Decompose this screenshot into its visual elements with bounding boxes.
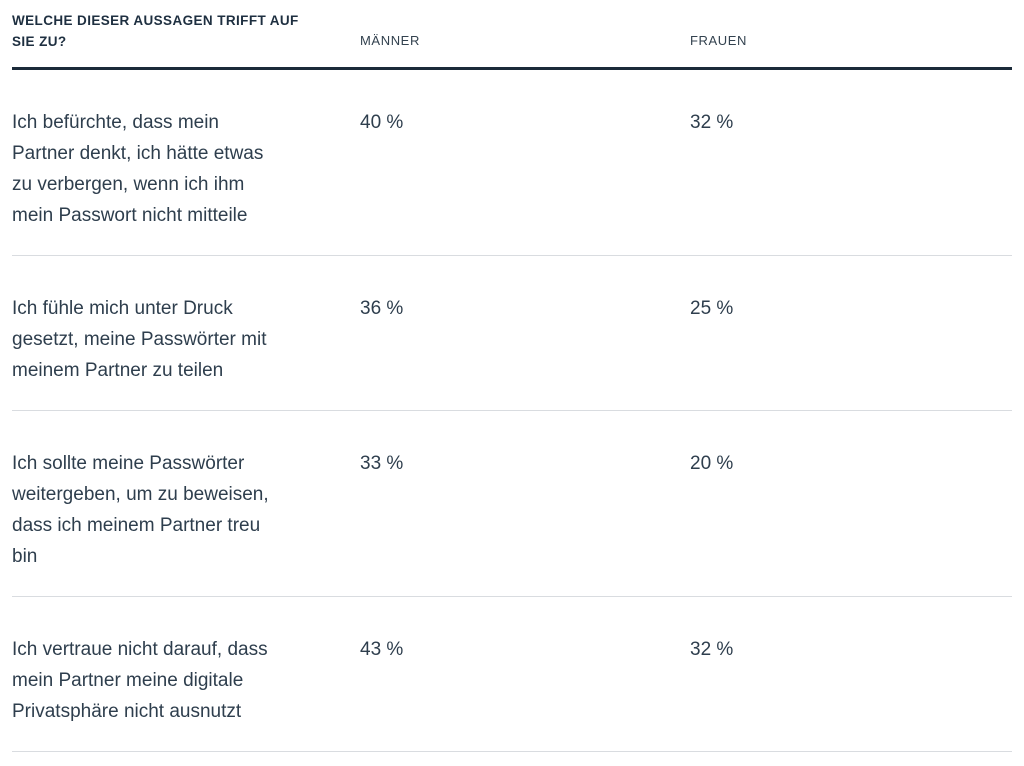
maenner-value: 40 % xyxy=(360,112,404,133)
table-row: Ich vertraue nicht darauf, dass mein Par… xyxy=(12,597,1012,752)
frauen-value: 32 % xyxy=(690,112,734,133)
table-row: Ich sollte meine Passwörter weitergeben,… xyxy=(12,411,1012,597)
maenner-value: 33 % xyxy=(360,453,404,474)
statement-cell: Ich vertraue nicht darauf, dass mein Par… xyxy=(12,639,268,722)
frauen-value: 25 % xyxy=(690,298,734,319)
statement-cell: Ich sollte meine Passwörter weitergeben,… xyxy=(12,453,269,567)
statement-cell: Ich befürchte, dass mein Partner denkt, … xyxy=(12,112,264,226)
frauen-value: 32 % xyxy=(690,639,734,660)
statement-cell: Ich fühle mich unter Druck gesetzt, mein… xyxy=(12,298,267,381)
table-question: WELCHE DIESER AUSSAGEN TRIFFT AUF SIE ZU… xyxy=(12,13,299,49)
column-header-maenner: MÄNNER xyxy=(360,33,420,48)
frauen-value: 20 % xyxy=(690,453,734,474)
maenner-value: 36 % xyxy=(360,298,404,319)
maenner-value: 43 % xyxy=(360,639,404,660)
table-row: Ich befürchte, dass mein Partner denkt, … xyxy=(12,70,1012,256)
table-header-row: WELCHE DIESER AUSSAGEN TRIFFT AUF SIE ZU… xyxy=(12,0,1012,52)
table-row: Ich fühle mich unter Druck gesetzt, mein… xyxy=(12,256,1012,411)
column-header-frauen: FRAUEN xyxy=(690,33,748,48)
header-rule xyxy=(12,67,1012,70)
